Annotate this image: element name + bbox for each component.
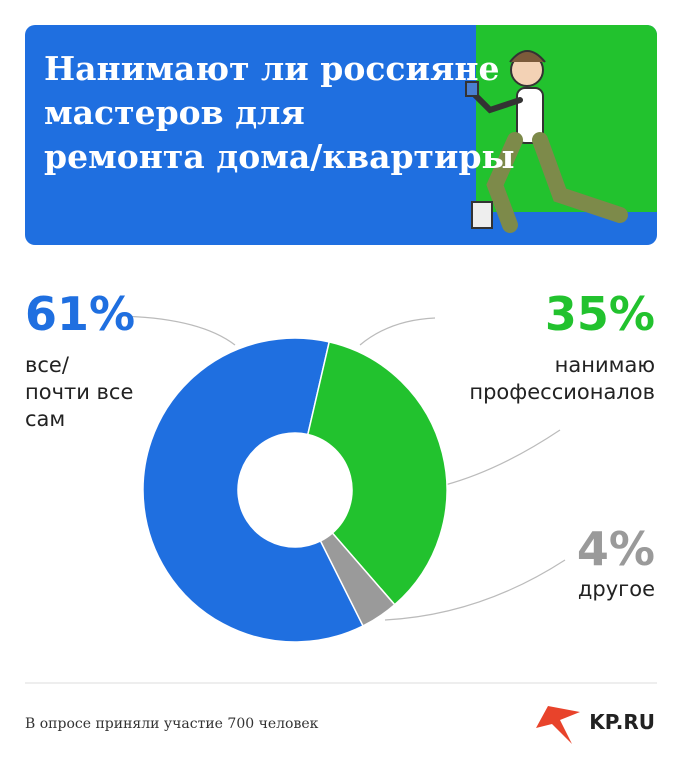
category-label: все/почти все сам <box>25 353 133 431</box>
category-label: нанимаю профессионалов <box>469 353 655 404</box>
category-label: другое <box>578 577 655 601</box>
logo: KP.RU <box>589 710 655 734</box>
value-label: 35% <box>545 287 655 341</box>
logo-bird <box>536 706 580 744</box>
illustration <box>465 50 628 233</box>
leader-lines <box>119 315 566 621</box>
donut-segment <box>306 340 448 606</box>
value-label: 61% <box>25 287 135 341</box>
donut-segment <box>319 531 396 627</box>
chart-title: Нанимают ли россияне мастеров для ремонт… <box>44 49 515 176</box>
value-label: 4% <box>577 522 655 576</box>
footnote: В опросе приняли участие 700 человек <box>25 716 319 732</box>
donut-segment <box>142 337 365 643</box>
